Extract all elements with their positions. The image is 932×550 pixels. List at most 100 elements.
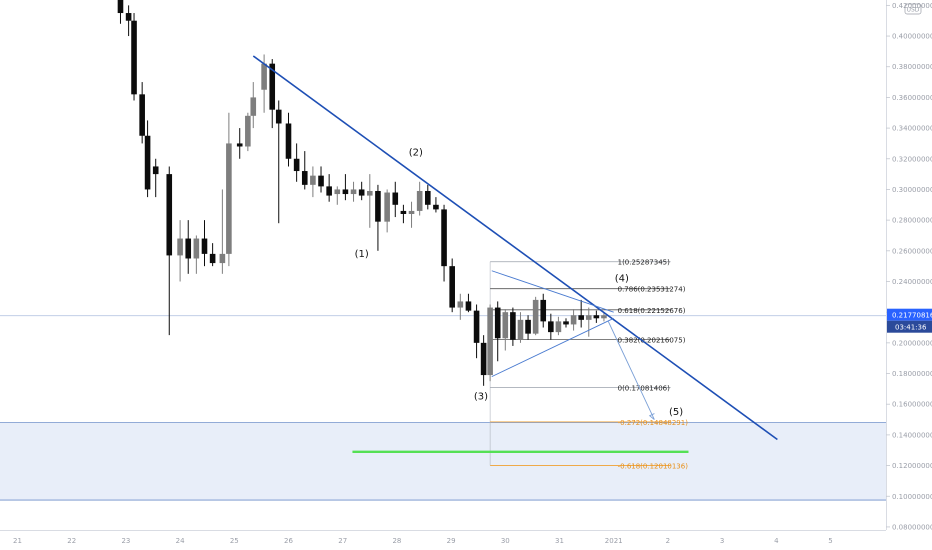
candle-body <box>548 321 554 333</box>
candle-body <box>480 342 487 376</box>
x-tick-label: 2 <box>666 537 670 545</box>
currency-badge <box>904 3 922 15</box>
x-tick-label: 29 <box>447 537 456 545</box>
candle-body <box>185 238 192 259</box>
fib-level-label: 0.786(0.23531274) <box>618 286 686 294</box>
y-tick-label: 0.40000000 <box>892 33 932 41</box>
candle-body <box>193 238 200 259</box>
candle-body <box>326 186 332 196</box>
wave-label: (1) <box>355 249 369 260</box>
candle-body <box>593 315 600 319</box>
candle-body <box>563 321 569 325</box>
candle-body <box>245 115 251 147</box>
fib-level-label: 0.618(0.22152676) <box>618 307 686 315</box>
candle-body <box>441 209 447 267</box>
candle-body <box>117 0 124 14</box>
candle-body <box>473 310 480 343</box>
y-tick-label: 0.32000000 <box>892 155 932 163</box>
candle-body <box>510 312 516 340</box>
candle-body <box>465 301 472 311</box>
candle-body <box>585 315 592 320</box>
candle-body <box>502 312 509 339</box>
x-tick-label: 21 <box>13 537 22 545</box>
candle-body <box>375 190 381 222</box>
y-tick-label: 0.20000000 <box>892 339 932 347</box>
candle-body <box>236 143 243 147</box>
candle-body <box>125 13 132 21</box>
fib-level-label: -0.618(0.12010136) <box>618 462 689 470</box>
plot-area: 1(0.25287345) 0.786(0.23531274) 0.618(0.22… <box>0 0 886 501</box>
y-tick-label: 0.12000000 <box>892 462 932 470</box>
candle-body <box>201 238 208 254</box>
candle-body <box>384 192 390 222</box>
x-tick-label: 27 <box>338 537 347 545</box>
fib-level-label: 0.382(0.20216075) <box>618 337 686 345</box>
candle-body <box>177 238 183 256</box>
x-tick-label: 24 <box>176 537 185 545</box>
x-tick-label: 30 <box>501 537 510 545</box>
currency-label: USD <box>907 7 920 14</box>
countdown-label: 03:41:36 <box>895 324 927 332</box>
candle-body <box>250 97 257 116</box>
x-tick-label: 22 <box>67 537 76 545</box>
y-tick-label: 0.26000000 <box>892 247 932 255</box>
support-zone <box>0 422 886 501</box>
candle-body <box>131 20 137 95</box>
y-tick-label: 0.34000000 <box>892 125 932 133</box>
candle-body <box>400 210 407 214</box>
current-price-label: 0.21770816 <box>892 312 932 320</box>
x-tick-label: 23 <box>121 537 130 545</box>
candle-body <box>408 210 415 214</box>
candle-body <box>367 190 373 196</box>
candle-body <box>578 315 584 320</box>
candle-body <box>433 204 439 210</box>
x-tick-label: 3 <box>720 537 724 545</box>
y-tick-label: 0.38000000 <box>892 63 932 71</box>
x-tick-label: 26 <box>284 537 293 545</box>
current-price-box <box>887 308 932 321</box>
trendline-triangle-lower <box>491 317 614 378</box>
candle-body <box>570 315 577 325</box>
x-tick-label: 28 <box>392 537 401 545</box>
candle-body <box>449 266 455 308</box>
trendline-main-downtrend <box>252 55 778 441</box>
x-tick-label: 5 <box>828 537 832 545</box>
x-tick-label: 4 <box>774 537 779 545</box>
candle-body <box>261 63 267 90</box>
y-tick-label: 0.24000000 <box>892 278 932 286</box>
candle-body <box>358 189 365 196</box>
candle-body <box>269 63 276 110</box>
trendline-projection-arrow <box>607 321 655 420</box>
x-tick-label: 25 <box>230 537 239 545</box>
y-tick-label: 0.36000000 <box>892 94 932 102</box>
candle-body <box>517 319 524 340</box>
trendline-triangle-upper <box>491 270 614 313</box>
candle-body <box>525 319 531 334</box>
candle-body <box>139 94 145 136</box>
candle-body <box>416 190 423 211</box>
wave-label: (3) <box>474 392 488 403</box>
candle-body <box>166 174 173 256</box>
candle-body <box>219 253 226 264</box>
wave-label: (2) <box>409 148 423 159</box>
candle-body <box>310 175 316 185</box>
y-tick-label: 0.28000000 <box>892 217 932 225</box>
candle-body <box>334 189 341 195</box>
y-tick-label: 0.10000000 <box>892 493 932 501</box>
candle-body <box>555 321 562 333</box>
candle-body <box>457 301 464 308</box>
candle-body <box>350 189 357 195</box>
candle-body <box>494 307 501 339</box>
candle-body <box>318 175 324 187</box>
candle-body <box>342 189 349 195</box>
y-tick-label: 0.30000000 <box>892 186 932 194</box>
x-tick-label: 2021 <box>605 537 623 545</box>
candle-body <box>226 143 232 254</box>
y-tick-label: 0.16000000 <box>892 401 932 409</box>
candle-body <box>301 171 308 185</box>
candle-body <box>293 158 300 172</box>
fib-level-label: 1(0.25287345) <box>618 259 670 267</box>
candle-body <box>152 166 159 175</box>
